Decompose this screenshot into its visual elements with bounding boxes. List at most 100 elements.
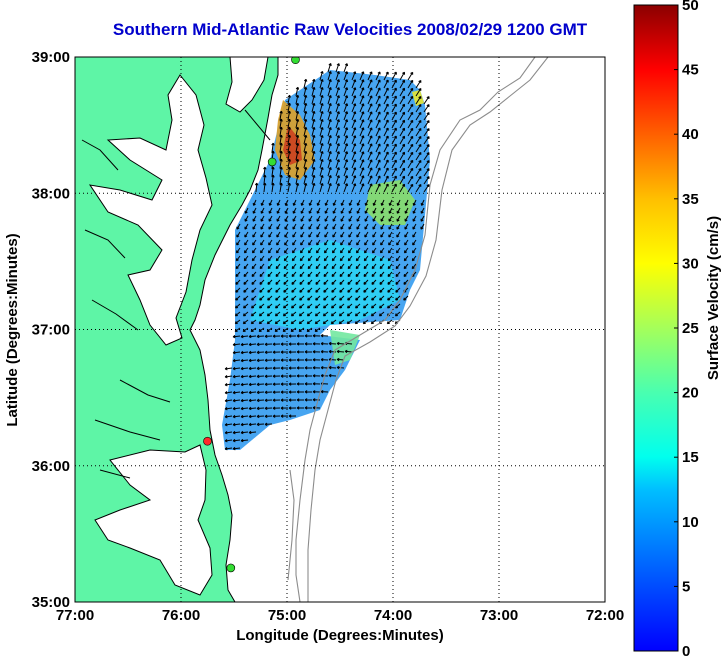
velocity-arrow	[379, 303, 385, 309]
velocity-arrow	[268, 239, 273, 246]
velocity-arrow	[383, 79, 389, 89]
velocity-arrow	[248, 414, 257, 419]
velocity-arrow	[299, 271, 305, 277]
velocity-arrow	[383, 143, 389, 153]
velocity-arrow	[287, 150, 291, 161]
velocity-arrow	[267, 255, 273, 262]
velocity-arrow	[356, 239, 361, 246]
velocity-arrow	[367, 119, 373, 129]
velocity-arrow	[303, 86, 308, 97]
velocity-arrow	[232, 414, 241, 419]
velocity-arrow	[316, 199, 321, 206]
velocity-arrow	[316, 231, 321, 238]
velocity-arrow	[380, 247, 385, 254]
velocity-field-cyan	[250, 240, 400, 330]
velocity-arrow	[399, 103, 406, 113]
velocity-arrow	[303, 142, 308, 153]
velocity-arrow	[311, 126, 316, 137]
velocity-arrow	[304, 406, 313, 410]
velocity-arrow	[296, 406, 305, 410]
velocity-arrow	[287, 142, 291, 153]
velocity-arrow	[259, 287, 265, 293]
velocity-arrow	[364, 239, 369, 246]
velocity-arrow	[232, 398, 241, 403]
velocity-arrow	[363, 263, 369, 270]
velocity-arrow	[312, 390, 321, 394]
velocity-arrow	[343, 175, 349, 185]
colorbar-tick-labels: 0 5 10 15 20 25 30 35 40 45 50	[674, 0, 699, 659]
velocity-arrow	[331, 303, 337, 309]
velocity-arrow	[327, 183, 332, 193]
velocity-arrow	[319, 158, 324, 169]
velocity-arrow	[243, 263, 249, 270]
velocity-arrow	[298, 311, 305, 317]
velocity-arrow	[283, 279, 289, 285]
velocity-arrow	[252, 231, 257, 238]
velocity-arrow	[258, 311, 265, 317]
velocity-arrow	[304, 374, 313, 378]
velocity-arrow	[327, 151, 332, 161]
velocity-arrow	[367, 135, 373, 145]
colorbar-tick-label: 50	[682, 0, 699, 14]
velocity-arrow	[399, 71, 406, 81]
velocity-arrow	[364, 215, 369, 222]
station-marker	[203, 436, 212, 446]
velocity-arrow	[404, 223, 409, 230]
velocity-arrow	[291, 255, 297, 262]
velocity-arrow	[312, 406, 321, 410]
velocity-arrow	[380, 231, 385, 238]
velocity-arrow	[372, 199, 377, 206]
velocity-arrow	[343, 103, 349, 113]
velocity-arrow	[375, 167, 381, 177]
velocity-arrow	[371, 263, 377, 270]
velocity-arrow	[351, 135, 357, 145]
velocity-arrow	[367, 111, 373, 121]
velocity-arrow	[399, 143, 406, 153]
velocity-arrow	[380, 207, 385, 214]
velocity-arrow	[279, 166, 283, 177]
velocity-arrow	[274, 311, 281, 317]
velocity-arrow	[267, 287, 273, 293]
velocity-arrow	[280, 366, 289, 370]
velocity-arrow	[399, 183, 406, 193]
velocity-arrow	[388, 207, 393, 214]
velocity-arrow	[320, 358, 329, 362]
velocity-arrow	[335, 63, 340, 73]
velocity-arrow	[407, 71, 414, 81]
colorbar-tick-label: 40	[682, 126, 699, 143]
velocity-arrow	[240, 438, 249, 443]
velocity-arrow	[296, 342, 305, 346]
velocity-arrow	[371, 303, 377, 309]
velocity-arrow	[319, 126, 324, 137]
velocity-arrow	[256, 334, 265, 339]
velocity-arrow	[296, 358, 305, 362]
velocity-arrow	[359, 103, 365, 113]
velocity-arrow	[296, 398, 305, 402]
velocity-arrow	[364, 199, 369, 206]
velocity-arrow	[224, 391, 233, 395]
velocity-arrow	[339, 271, 345, 277]
velocity-arrow	[288, 390, 297, 394]
velocity-arrow	[307, 295, 313, 301]
velocity-arrow	[267, 279, 273, 285]
velocity-arrow	[355, 295, 361, 301]
velocity-arrow	[336, 349, 345, 354]
velocity-arrow	[391, 79, 397, 89]
velocity-arrow	[412, 239, 417, 246]
colorbar-tick-label: 20	[682, 385, 699, 402]
velocity-arrow	[367, 167, 373, 177]
velocity-arrow	[244, 231, 249, 238]
velocity-arrow	[375, 135, 381, 145]
velocity-arrow	[371, 287, 377, 293]
velocity-arrow	[319, 102, 324, 113]
velocity-arrow	[399, 111, 406, 121]
velocity-arrow	[260, 199, 265, 206]
velocity-arrow	[351, 151, 357, 161]
velocity-arrow	[312, 374, 321, 378]
velocity-arrow	[355, 303, 361, 309]
velocity-arrow	[244, 207, 249, 214]
velocity-arrow	[340, 247, 345, 254]
velocity-arrow	[404, 199, 409, 206]
velocity-arrow	[260, 223, 265, 230]
